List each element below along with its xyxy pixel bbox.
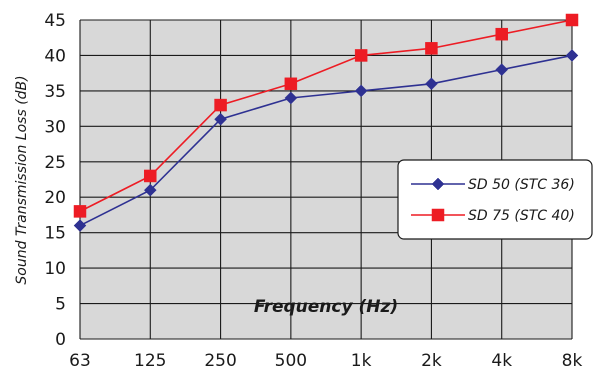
y-axis-ticks: 0 5 10 15 20 25 30 35 40 45 — [44, 11, 66, 350]
data-point-diamond — [73, 219, 87, 232]
legend: SD 50 (STC 36) SD 75 (STC 40) — [397, 159, 593, 240]
grid-lines — [79, 19, 573, 340]
y-tick-label: 40 — [44, 46, 66, 66]
legend-label: SD 75 (STC 40) — [468, 208, 575, 224]
x-tick-label: 500 — [275, 351, 307, 371]
x-tick-label: 8k — [562, 351, 583, 371]
data-point-square — [144, 169, 157, 183]
data-point-square — [284, 77, 298, 91]
y-axis-label: Sound Transmission Loss (dB) — [14, 75, 30, 284]
data-point-square — [495, 27, 508, 41]
data-point-diamond — [354, 84, 368, 98]
data-point-diamond — [284, 91, 298, 105]
data-point-square — [565, 13, 579, 27]
data-point-diamond — [214, 112, 227, 126]
y-tick-label: 35 — [44, 82, 66, 102]
legend-item: SD 50 (STC 36) — [411, 177, 575, 193]
data-point-square — [431, 208, 445, 222]
y-tick-label: 20 — [44, 188, 66, 208]
x-axis-ticks: 63 125 250 500 1k 2k 4k 8k — [69, 351, 582, 371]
data-point-diamond — [565, 49, 579, 62]
legend-item: SD 75 (STC 40) — [411, 208, 575, 224]
x-tick-label: 4k — [491, 351, 512, 371]
x-tick-label: 63 — [69, 351, 91, 371]
series-1 — [73, 49, 579, 232]
data-point-diamond — [425, 77, 438, 91]
legend-box — [397, 159, 593, 240]
y-tick-label: 10 — [44, 259, 66, 279]
y-tick-label: 45 — [44, 11, 66, 31]
x-tick-label: 125 — [134, 351, 166, 371]
data-series — [73, 13, 579, 232]
series-line — [79, 19, 573, 213]
x-axis-label: Frequency (Hz) — [254, 297, 398, 317]
data-point-square — [425, 42, 438, 55]
x-tick-label: 1k — [351, 351, 372, 371]
y-tick-label: 0 — [55, 330, 66, 350]
data-point-diamond — [495, 63, 509, 76]
y-tick-label: 25 — [44, 153, 66, 173]
y-tick-label: 30 — [44, 117, 66, 137]
data-point-square — [73, 205, 87, 218]
data-point-diamond — [431, 177, 445, 191]
series-2 — [73, 13, 579, 218]
x-tick-label: 2k — [421, 351, 442, 371]
x-tick-label: 250 — [204, 351, 236, 371]
data-point-diamond — [143, 183, 157, 197]
series-line — [79, 54, 573, 227]
legend-label: SD 50 (STC 36) — [468, 177, 575, 193]
y-tick-label: 5 — [55, 295, 66, 315]
data-point-square — [214, 98, 227, 112]
data-point-square — [354, 49, 368, 62]
y-tick-label: 15 — [44, 224, 66, 244]
